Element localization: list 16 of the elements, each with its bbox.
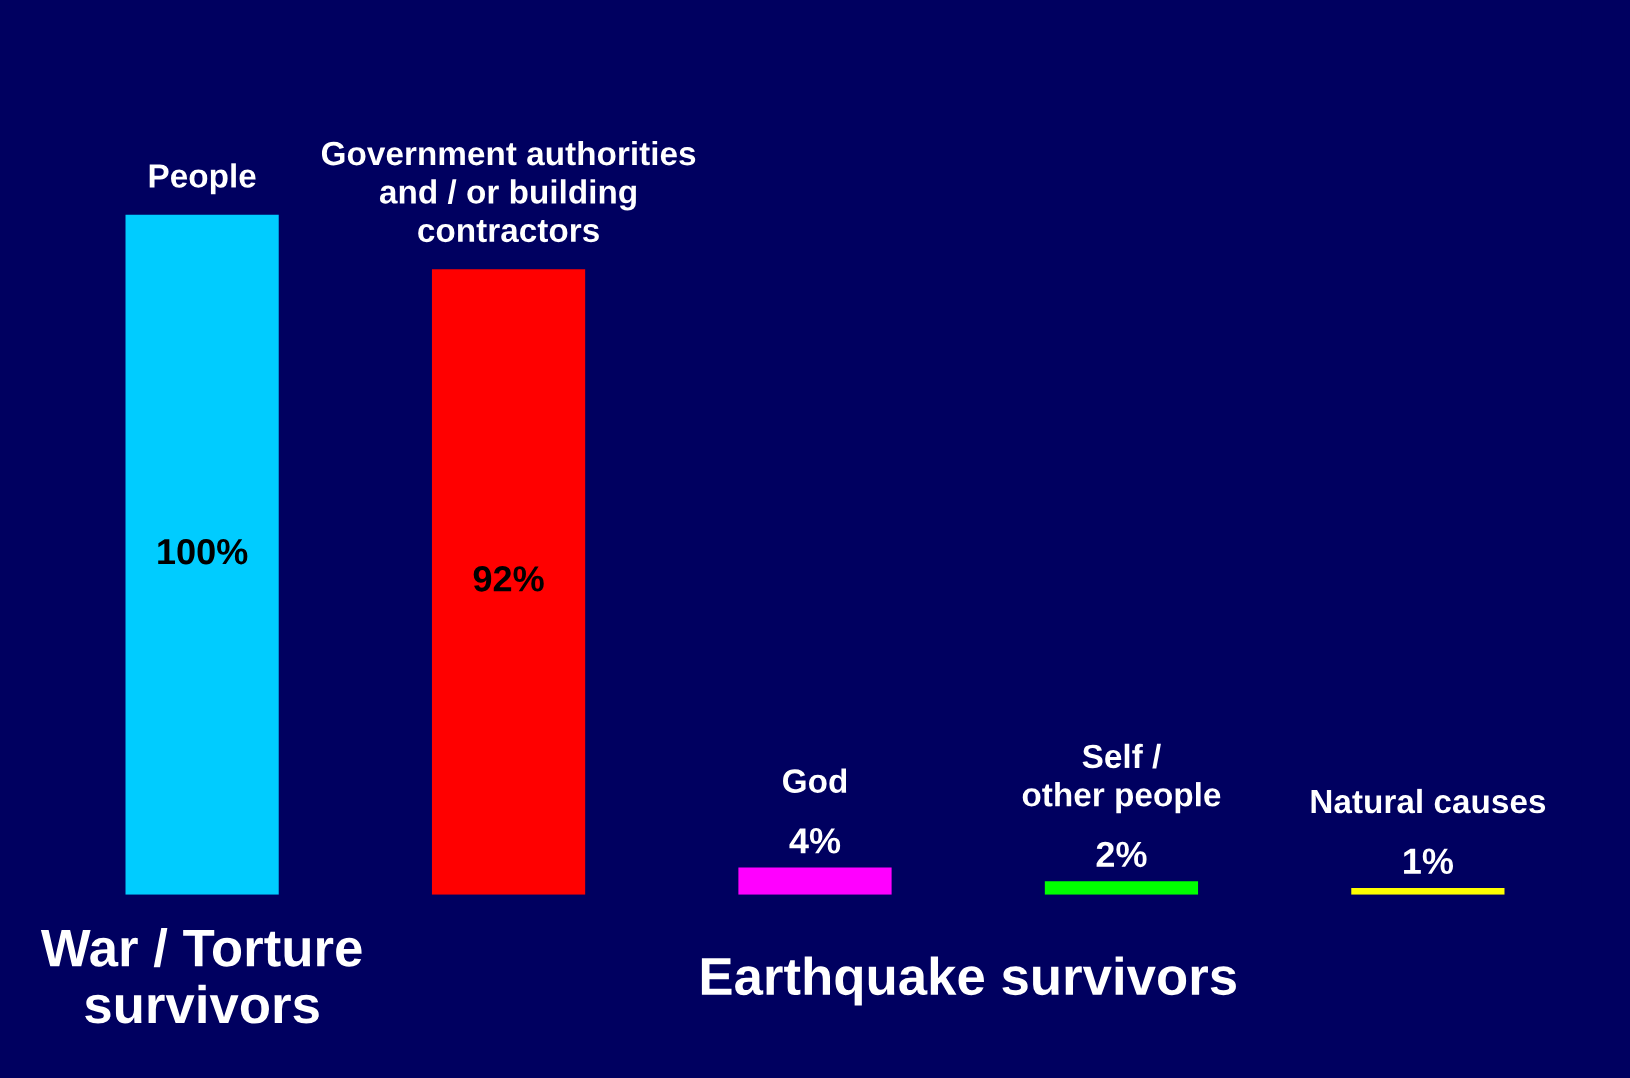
text: Earthquake survivors	[701, 956, 1236, 1006]
x-tick-label: Self / other people	[1022, 743, 1221, 814]
data-label: 1%	[1404, 848, 1454, 874]
bar	[738, 867, 892, 895]
data-label: 100%	[158, 538, 248, 565]
bar	[1044, 881, 1199, 895]
x-tick-label: People	[149, 163, 256, 195]
bar	[125, 214, 279, 895]
data-label: 2%	[1096, 841, 1147, 868]
bar	[431, 269, 586, 895]
x-tick-label: Natural causes	[1311, 788, 1546, 814]
data-label: 92%	[473, 566, 544, 592]
text: War / Torture survivors	[40, 927, 362, 1024]
x-tick-label: God	[783, 768, 847, 793]
x-tick-label: Government authorities and / or building contractors	[321, 140, 696, 243]
data-label: 4%	[789, 828, 841, 854]
